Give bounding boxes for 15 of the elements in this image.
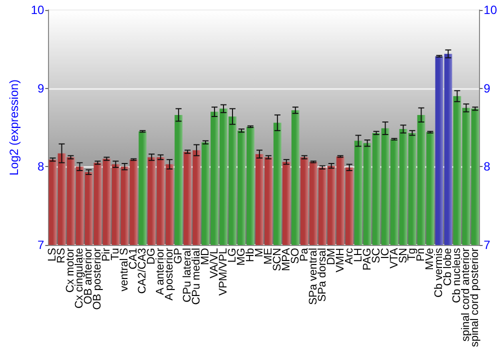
x-tick-label: spinal cord posterior [469, 248, 482, 348]
y-axis-title: Log2 (expression) [7, 79, 21, 176]
y-tick-label: 8 [38, 160, 45, 174]
y2-tick-label: 9 [484, 81, 491, 96]
x-tick-label: SCN [271, 248, 284, 272]
y-tick-label: 10 [30, 3, 45, 17]
x-tick-label: IC [379, 248, 392, 259]
y2-tick-label: 10 [484, 3, 498, 17]
y-tick-label: 7 [38, 238, 45, 252]
y-tick-label: 9 [38, 81, 45, 96]
y2-tick-label: 7 [484, 238, 491, 252]
x-tick-label: OB posterior [92, 248, 104, 310]
x-tick-label: Tg [406, 248, 418, 261]
y2-tick-label: 8 [484, 160, 491, 174]
x-tick-label: A posterior [164, 248, 176, 301]
